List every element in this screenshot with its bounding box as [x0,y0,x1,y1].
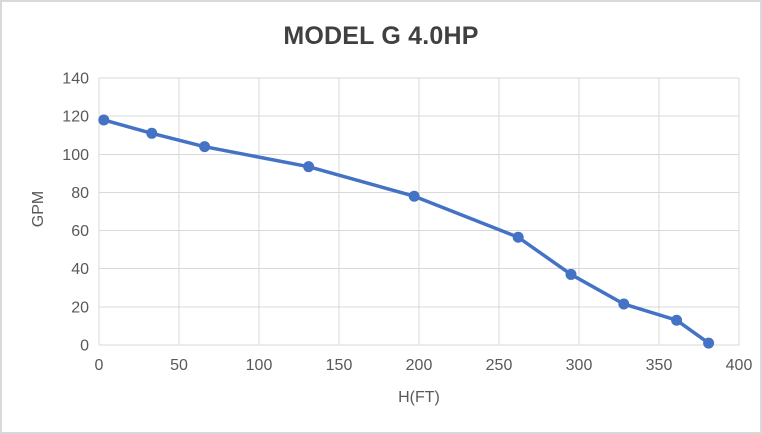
data-point [565,268,577,280]
x-tick-label: 300 [566,357,593,374]
x-tick-label: 50 [170,357,188,374]
chart-title: MODEL G 4.0HP [283,22,479,50]
x-tick-label: 150 [326,357,353,374]
data-point [671,314,683,326]
y-axis-label: GPM [30,190,47,228]
x-tick-label: 350 [646,357,673,374]
x-tick-label: 0 [95,357,104,374]
y-tick-label: 140 [62,71,89,88]
y-tick-labels: 0 20 40 60 80 100 120 140 [62,71,89,355]
x-tick-label: 200 [406,357,433,374]
data-point [618,298,630,310]
data-point [408,190,420,202]
x-axis-label: H(FT) [398,389,440,406]
data-point [98,114,110,126]
x-tick-labels: 0 50 100 150 200 250 300 350 400 [95,357,753,374]
y-tick-label: 60 [71,223,89,240]
x-tick-label: 250 [486,357,513,374]
x-tick-label: 400 [726,357,753,374]
data-point [303,161,315,173]
y-tick-label: 100 [62,147,89,164]
y-tick-label: 40 [71,261,89,278]
y-tick-label: 20 [71,299,89,316]
data-point [703,337,715,349]
x-tick-label: 100 [246,357,273,374]
data-point [146,127,158,139]
data-line [102,118,711,345]
y-tick-label: 80 [71,185,89,202]
data-point [512,231,524,243]
y-tick-label: 0 [80,338,89,355]
y-tick-label: 120 [62,109,89,126]
data-point [199,141,211,153]
gridlines [98,77,740,346]
